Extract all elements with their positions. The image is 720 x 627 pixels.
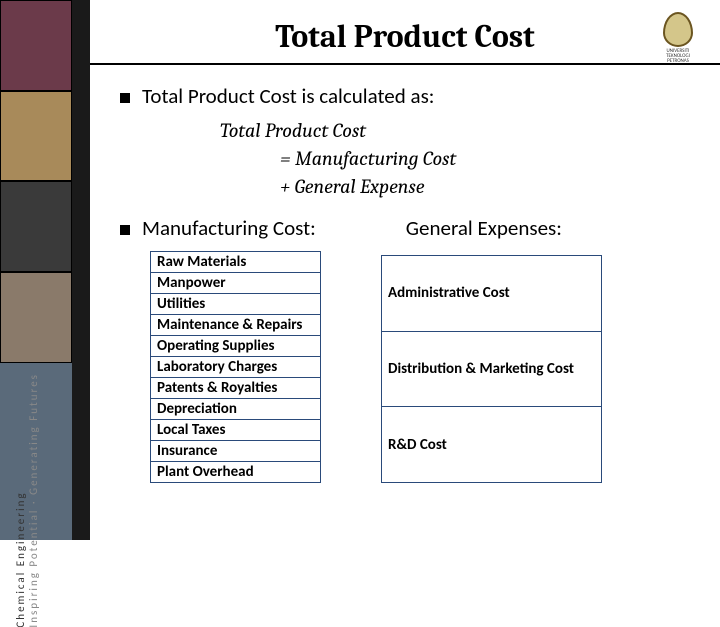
strip-image [0,91,72,182]
table-cell: Patents & Royalties [151,378,321,399]
formula-line-3: + General Expense [280,173,700,201]
formula-line-2: = Manufacturing Cost [280,145,700,173]
table-cell: Administrative Cost [382,256,602,332]
strip-image: Chemical Engineering Inspiring Potential… [0,363,72,540]
table-row: Manpower [151,273,321,294]
dark-vertical-band [72,0,90,540]
bullet-square-icon [120,225,130,235]
subhead-general: General Expenses: [406,215,562,241]
general-tbody: Administrative CostDistribution & Market… [382,256,602,483]
table-cell: Manpower [151,273,321,294]
bullet-intro-text: Total Product Cost is calculated as: [142,83,434,109]
subhead-manufacturing: Manufacturing Cost: [120,215,316,241]
table-row: Distribution & Marketing Cost [382,331,602,407]
manufacturing-tbody: Raw MaterialsManpowerUtilitiesMaintenanc… [151,252,321,483]
table-row: Plant Overhead [151,462,321,483]
table-cell: Depreciation [151,399,321,420]
vertical-line-1: Chemical Engineering [14,491,27,627]
table-cell: Operating Supplies [151,336,321,357]
strip-image [0,0,72,91]
subhead-right-text: General Expenses: [406,215,562,241]
table-row: Laboratory Charges [151,357,321,378]
strip-image [0,272,72,363]
table-cell: Raw Materials [151,252,321,273]
left-image-strip: Chemical Engineering Inspiring Potential… [0,0,72,540]
vertical-branding: Chemical Engineering Inspiring Potential… [14,373,40,627]
manufacturing-cost-table: Raw MaterialsManpowerUtilitiesMaintenanc… [150,251,321,483]
body-content: Total Product Cost is calculated as: Tot… [90,65,720,483]
formula-block: Total Product Cost = Manufacturing Cost … [220,117,700,201]
main-content: UNIVERSITI TEKNOLOGI PETRONAS Total Prod… [90,0,720,540]
logo-text: UNIVERSITI TEKNOLOGI PETRONAS [658,49,698,64]
bullet-intro: Total Product Cost is calculated as: [120,83,700,109]
table-cell: Local Taxes [151,420,321,441]
table-cell: Insurance [151,441,321,462]
table-row: Raw Materials [151,252,321,273]
bullet-square-icon [120,93,130,103]
general-expenses-table: Administrative CostDistribution & Market… [381,255,602,483]
formula-line-1: Total Product Cost [220,117,700,145]
tables-row: Raw MaterialsManpowerUtilitiesMaintenanc… [120,251,700,483]
subheadings-row: Manufacturing Cost: General Expenses: [120,215,700,241]
table-row: Utilities [151,294,321,315]
table-cell: Laboratory Charges [151,357,321,378]
table-cell: R&D Cost [382,407,602,483]
table-row: Maintenance & Repairs [151,315,321,336]
subhead-left-text: Manufacturing Cost: [142,215,316,241]
logo-shield-icon [663,12,693,47]
table-row: Local Taxes [151,420,321,441]
table-row: Operating Supplies [151,336,321,357]
table-row: Insurance [151,441,321,462]
table-row: Patents & Royalties [151,378,321,399]
table-cell: Distribution & Marketing Cost [382,331,602,407]
table-cell: Maintenance & Repairs [151,315,321,336]
table-row: R&D Cost [382,407,602,483]
table-cell: Plant Overhead [151,462,321,483]
strip-image [0,181,72,272]
vertical-line-2: Inspiring Potential · Generating Futures [27,373,40,627]
slide-title: Total Product Cost [90,18,720,55]
table-cell: Utilities [151,294,321,315]
university-logo: UNIVERSITI TEKNOLOGI PETRONAS [658,12,698,64]
table-row: Depreciation [151,399,321,420]
table-row: Administrative Cost [382,256,602,332]
